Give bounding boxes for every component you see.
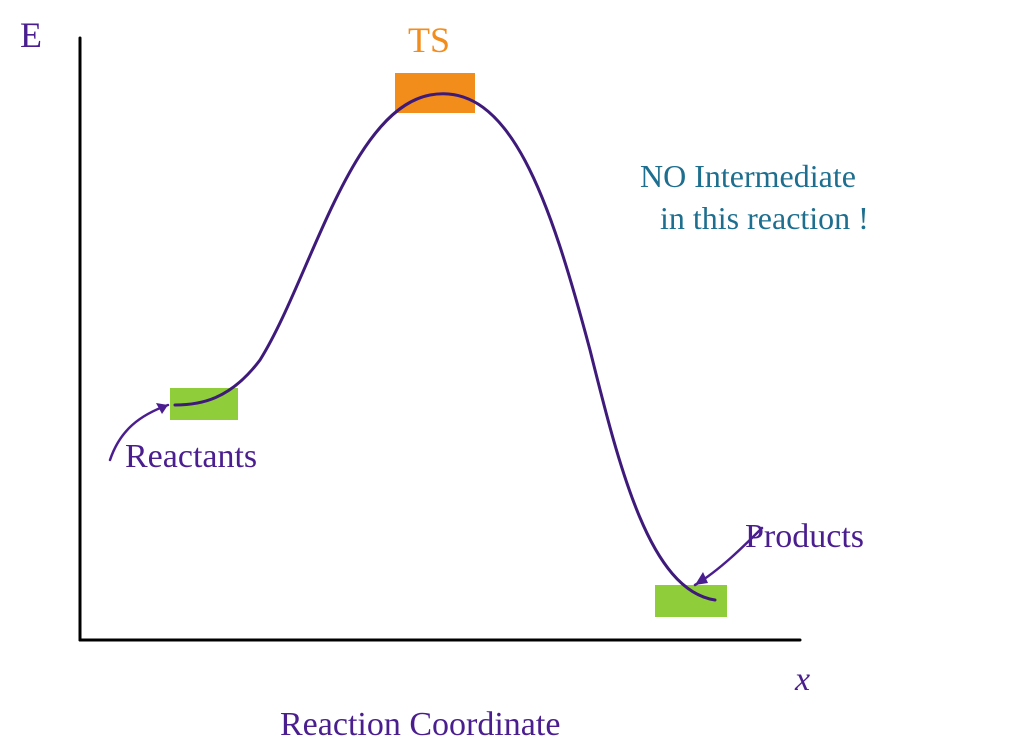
products-label: Products <box>745 518 864 556</box>
x-axis-label: Reaction Coordinate <box>280 706 560 744</box>
annotation-line2: in this reaction ! <box>660 200 869 237</box>
energy-curve <box>175 94 715 600</box>
x-axis-symbol: x <box>795 661 810 699</box>
reactants-label: Reactants <box>125 438 257 476</box>
diagram-canvas <box>0 0 1024 749</box>
y-axis-label: E <box>20 14 42 56</box>
ts-label: TS <box>408 19 450 61</box>
annotation-line1: NO Intermediate <box>640 158 856 195</box>
